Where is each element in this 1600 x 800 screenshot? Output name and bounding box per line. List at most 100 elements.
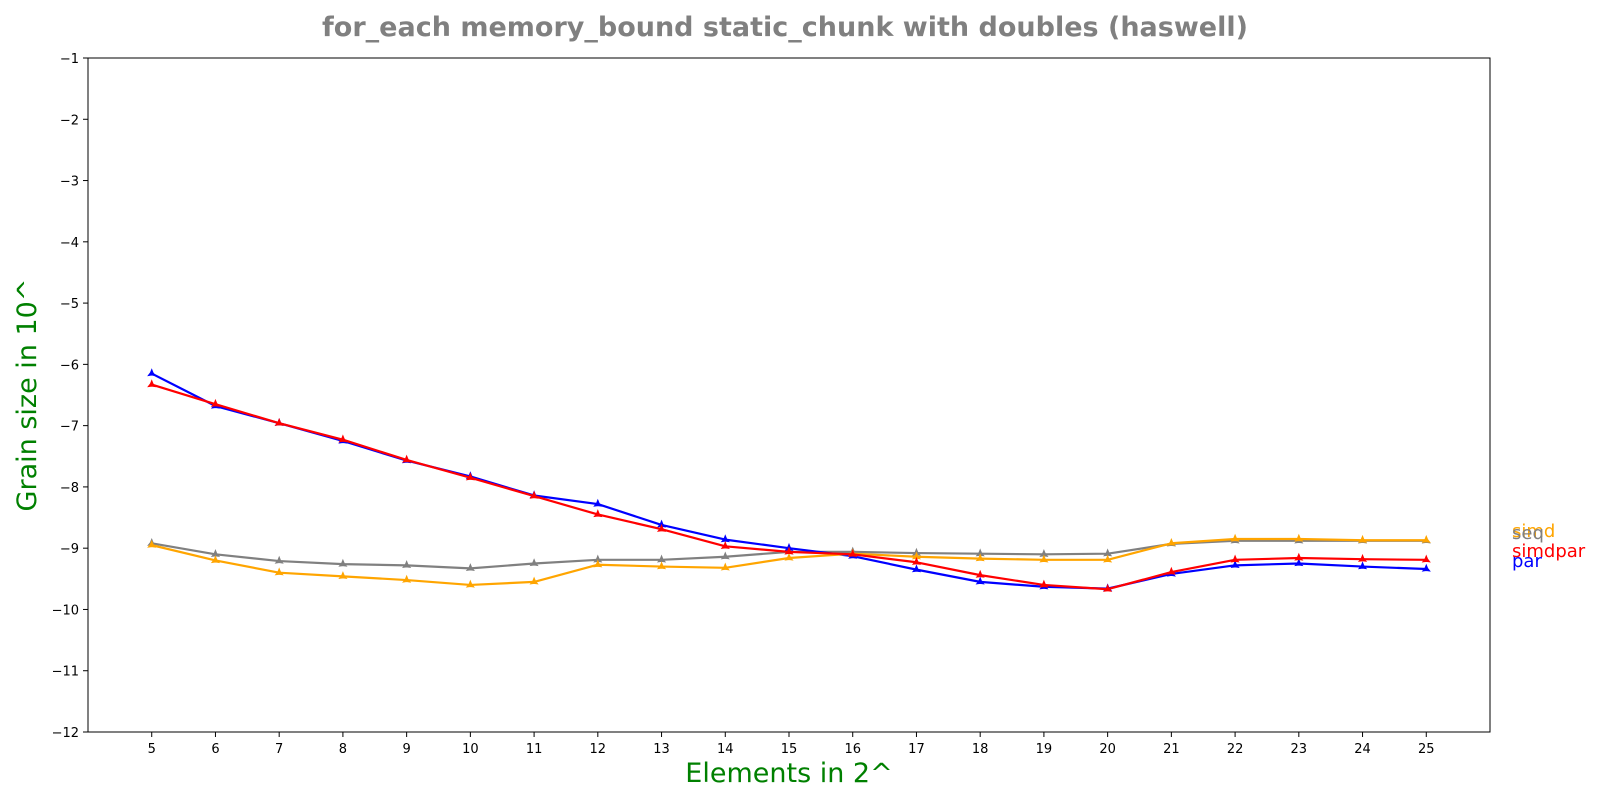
y-axis-label: Grain size in 10^ bbox=[12, 279, 43, 512]
data-point-simd bbox=[784, 552, 794, 561]
y-tick-label: −2 bbox=[60, 113, 79, 128]
data-point-simdpar bbox=[338, 434, 348, 443]
data-point-simdpar bbox=[529, 490, 539, 499]
plot-area bbox=[87, 57, 1491, 733]
x-tick-label: 11 bbox=[526, 742, 543, 757]
x-tick-label: 13 bbox=[653, 742, 670, 757]
data-point-simdpar bbox=[274, 417, 284, 426]
y-tick-label: −11 bbox=[52, 665, 79, 680]
y-tick-label: −6 bbox=[60, 358, 79, 373]
data-point-par bbox=[1357, 561, 1368, 570]
series-layer bbox=[147, 368, 1431, 592]
data-point-simd bbox=[1357, 534, 1368, 543]
x-tick-label: 24 bbox=[1354, 742, 1371, 757]
legend-label-simd: simd bbox=[1512, 521, 1555, 542]
y-tick-label: −12 bbox=[52, 726, 79, 741]
data-point-simd bbox=[338, 571, 348, 580]
data-point-simdpar bbox=[975, 569, 985, 578]
x-tick-label: 25 bbox=[1418, 742, 1435, 757]
data-point-simdpar bbox=[465, 472, 475, 481]
y-tick-label: −3 bbox=[60, 175, 79, 190]
data-point-simdpar bbox=[656, 523, 667, 532]
data-point-simdpar bbox=[402, 454, 412, 463]
data-point-simd bbox=[274, 567, 284, 576]
data-point-simdpar bbox=[911, 556, 922, 565]
x-tick-label: 16 bbox=[844, 742, 861, 757]
series-simdpar bbox=[147, 379, 1431, 592]
x-axis-label: Elements in 2^ bbox=[685, 758, 892, 789]
data-point-simd bbox=[1103, 554, 1113, 563]
x-axis: 5 6 7 8 9 10 11 12 13 14 15 16 17 18 19 20 21 22 23 24 25 bbox=[148, 732, 1435, 757]
data-point-simdpar bbox=[1294, 552, 1304, 561]
data-point-seq bbox=[465, 563, 475, 572]
data-point-simdpar bbox=[1166, 566, 1176, 575]
x-tick-label: 20 bbox=[1099, 742, 1116, 757]
data-point-simd bbox=[402, 574, 412, 583]
data-point-seq bbox=[338, 558, 348, 567]
data-point-par bbox=[147, 368, 157, 377]
legend-label-simdpar: simdpar bbox=[1512, 541, 1586, 562]
data-point-simd bbox=[147, 539, 157, 548]
data-point-simdpar bbox=[147, 379, 157, 388]
data-point-simdpar bbox=[1103, 583, 1113, 592]
x-tick-label: 15 bbox=[781, 742, 798, 757]
x-tick-label: 8 bbox=[339, 742, 347, 757]
legend-label-seq: seq bbox=[1512, 523, 1544, 544]
data-point-seq bbox=[529, 558, 539, 567]
x-tick-label: 21 bbox=[1163, 742, 1180, 757]
x-tick-label: 17 bbox=[908, 742, 925, 757]
data-point-par bbox=[975, 576, 985, 585]
chart-title: for_each memory_bound static_chunk with … bbox=[322, 12, 1248, 43]
data-point-simd bbox=[529, 576, 539, 585]
y-axis: −12 −11 −10 −9 −8 −7 −6 −5 −4 −3 −2 −1 bbox=[52, 52, 88, 741]
data-point-simd bbox=[1039, 554, 1049, 563]
data-point-simdpar bbox=[1421, 554, 1431, 563]
x-tick-label: 7 bbox=[275, 742, 283, 757]
x-tick-label: 23 bbox=[1291, 742, 1308, 757]
y-tick-label: −7 bbox=[60, 420, 79, 435]
data-point-simdpar bbox=[720, 541, 730, 549]
x-tick-label: 9 bbox=[402, 742, 410, 757]
x-tick-label: 5 bbox=[148, 742, 156, 757]
x-tick-label: 18 bbox=[972, 742, 989, 757]
data-point-par bbox=[1230, 560, 1240, 568]
data-point-simd bbox=[656, 561, 667, 570]
y-tick-label: −8 bbox=[60, 481, 79, 496]
x-tick-label: 14 bbox=[717, 742, 734, 757]
data-point-par bbox=[911, 564, 922, 573]
data-point-simdpar bbox=[593, 509, 603, 518]
y-tick-label: −4 bbox=[60, 236, 79, 251]
data-point-seq bbox=[720, 551, 730, 560]
data-point-simdpar bbox=[784, 546, 794, 555]
data-point-seq bbox=[402, 560, 412, 568]
y-tick-label: −9 bbox=[60, 542, 79, 557]
data-point-simd bbox=[1230, 533, 1240, 542]
data-point-simdpar bbox=[1039, 579, 1049, 588]
y-tick-label: −10 bbox=[52, 603, 79, 618]
data-point-simd bbox=[1421, 534, 1431, 543]
data-point-simdpar bbox=[1230, 554, 1240, 563]
data-point-simd bbox=[465, 579, 475, 588]
x-tick-label: 12 bbox=[590, 742, 607, 757]
data-point-simd bbox=[975, 553, 985, 562]
data-point-simd bbox=[1166, 537, 1176, 546]
y-tick-label: −5 bbox=[60, 297, 79, 312]
data-point-seq bbox=[274, 555, 284, 564]
data-point-simd bbox=[593, 559, 603, 568]
x-tick-label: 6 bbox=[211, 742, 219, 757]
x-tick-label: 19 bbox=[1036, 742, 1053, 757]
x-tick-label: 10 bbox=[462, 742, 479, 757]
data-point-simd bbox=[720, 562, 730, 571]
data-point-simdpar bbox=[848, 549, 858, 557]
data-point-simdpar bbox=[210, 398, 221, 407]
data-point-simd bbox=[1294, 533, 1304, 542]
data-point-simdpar bbox=[1357, 553, 1368, 562]
data-point-simd bbox=[210, 555, 221, 564]
y-tick-label: −1 bbox=[60, 52, 79, 67]
x-tick-label: 22 bbox=[1227, 742, 1244, 757]
data-point-par bbox=[1294, 558, 1304, 567]
legend-label-par: par bbox=[1512, 551, 1542, 572]
data-point-par bbox=[593, 498, 603, 507]
